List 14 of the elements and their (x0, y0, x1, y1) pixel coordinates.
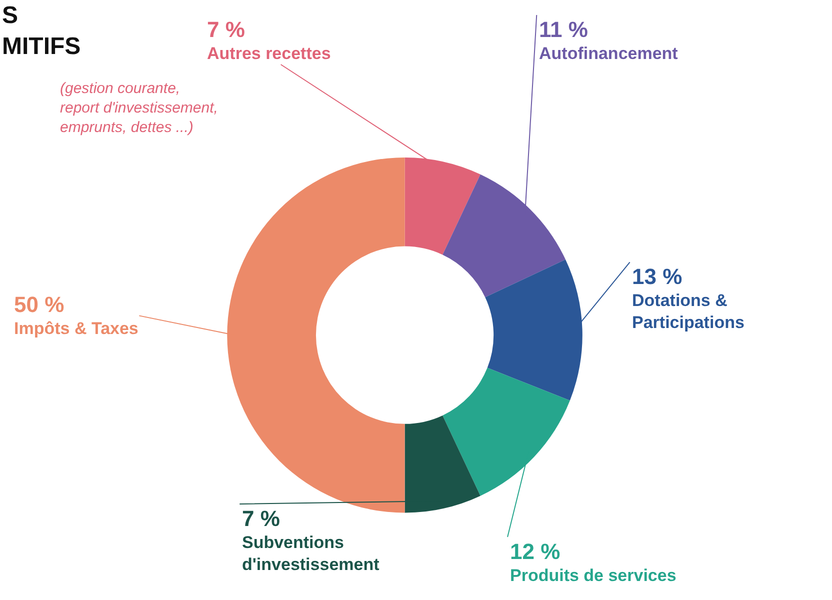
slice-label: Impôts & Taxes (14, 319, 138, 338)
data-label: 13 % (632, 264, 682, 289)
slice-label: Subventions d'investissement (242, 533, 380, 574)
data-label: 12 % (510, 539, 560, 564)
slice-label: Dotations & Participations (632, 291, 744, 332)
text: (gestion courante, report d'investissement, emprunts, dettes ...) (60, 80, 218, 136)
data-label: 7 % (242, 506, 280, 531)
slice-label: Autofinancement (539, 44, 678, 64)
chart-title: S MITIFS (2, 2, 81, 60)
data-label: 7 % (207, 17, 245, 42)
slice-label: Autres recettes (207, 44, 331, 64)
slice-label: Produits de services (510, 566, 676, 586)
data-label: 50 % (14, 292, 64, 317)
data-label: 11 % (539, 17, 588, 42)
